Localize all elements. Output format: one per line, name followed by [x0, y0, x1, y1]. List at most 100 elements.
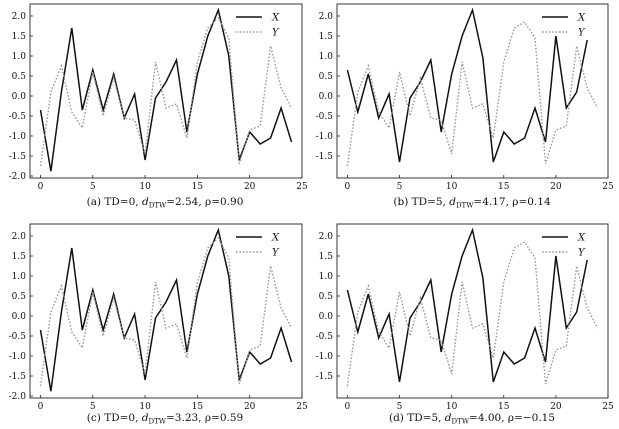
caption-symbol: d: [449, 196, 456, 208]
legend-label-x: X: [271, 233, 280, 244]
series-line-x: [39, 7, 293, 172]
caption-prefix: (d) TD=5,: [389, 412, 445, 424]
y-tick-label: 0.5: [12, 292, 27, 302]
y-tick-label: -2.0: [9, 172, 27, 182]
caption-subscript: DTW: [456, 202, 474, 210]
plot-frame: [336, 223, 609, 399]
y-tick-label: -1.5: [316, 372, 334, 382]
x-tick-label: 0: [38, 182, 44, 192]
y-tick-label: -1.0: [316, 132, 334, 142]
y-tick-label: 1.5: [12, 32, 27, 42]
y-tick-label: -0.5: [316, 332, 334, 342]
panel-caption: (b) TD=5, dDTW=4.17, ρ=0.14: [393, 196, 551, 210]
x-tick-label: 5: [90, 182, 96, 192]
x-tick-label: 25: [602, 182, 614, 192]
y-tick-label: 1.5: [319, 32, 334, 42]
y-tick-label: 1.0: [12, 52, 27, 62]
series-line-y: [346, 21, 599, 167]
y-tick-label: 0.0: [12, 312, 27, 322]
chart-panel-c: 2.0 1.5 1.0 0.5 0.0 -0.5 -1.0 -1.5 -2.0 0 5 10 15 20 2…: [9, 223, 308, 426]
plot-frame: [29, 223, 303, 399]
panel-caption: (d) TD=5, dDTW=4.00, ρ=−0.15: [389, 412, 555, 426]
x-tick-label: 20: [550, 402, 562, 412]
caption-subscript: DTW: [452, 418, 470, 426]
series-line-x: [39, 227, 293, 392]
y-tick-label: -0.5: [9, 332, 27, 342]
x-tick-label: 10: [139, 402, 151, 412]
y-tick-label: -2.0: [9, 392, 27, 402]
y-tick-label: -1.5: [9, 152, 27, 162]
caption-symbol: d: [142, 196, 149, 208]
panel-caption: (a) TD=0, dDTW=2.54, ρ=0.90: [87, 196, 244, 210]
caption-prefix: (c) TD=0,: [87, 412, 142, 424]
x-tick-label: 15: [192, 402, 204, 412]
x-tick-label: 25: [296, 182, 308, 192]
y-tick-label: -1.0: [316, 352, 334, 362]
series-line-y: [346, 241, 599, 387]
x-tick-label: 0: [345, 402, 351, 412]
y-tick-label: -1.0: [9, 352, 27, 362]
x-tick-label: 25: [602, 402, 614, 412]
plot-frame: [336, 3, 609, 179]
y-tick-label: 1.5: [12, 252, 27, 262]
legend-label-x: X: [271, 13, 280, 24]
y-tick-label: -0.5: [316, 112, 334, 122]
caption-suffix: =4.17, ρ=0.14: [473, 196, 551, 208]
series-line-y: [39, 16, 293, 167]
series-line-x: [346, 7, 588, 163]
caption-symbol: d: [142, 412, 149, 424]
x-tick-label: 5: [397, 182, 403, 192]
x-tick-label: 10: [139, 182, 151, 192]
x-tick-label: 10: [446, 402, 458, 412]
caption-subscript: DTW: [149, 418, 167, 426]
y-tick-label: 1.0: [12, 272, 27, 282]
panel-caption: (c) TD=0, dDTW=3.23, ρ=0.59: [87, 412, 243, 426]
y-tick-label: -1.5: [9, 372, 27, 382]
legend-label-y: Y: [272, 248, 280, 259]
plot-frame: [29, 3, 303, 179]
y-tick-label: 2.0: [319, 232, 334, 242]
y-tick-label: 0.0: [319, 312, 334, 322]
series-line-x: [346, 227, 588, 383]
y-tick-label: 0.0: [12, 92, 27, 102]
y-tick-label: -1.5: [316, 152, 334, 162]
x-tick-label: 0: [345, 182, 351, 192]
chart-panel-a: 2.0 1.5 1.0 0.5 0.0 -0.5 -1.0 -1.5 -2.0 0 5 10 15 20 2…: [9, 3, 308, 210]
legend-label-y: Y: [578, 28, 586, 39]
caption-prefix: (b) TD=5,: [393, 196, 449, 208]
legend-label-x: X: [577, 233, 586, 244]
caption-subscript: DTW: [149, 202, 167, 210]
caption-symbol: d: [445, 412, 452, 424]
series-line-y: [39, 236, 293, 387]
caption-suffix: =3.23, ρ=0.59: [166, 412, 243, 424]
caption-suffix: =4.00, ρ=−0.15: [469, 412, 555, 424]
y-tick-label: 0.5: [12, 72, 27, 82]
y-tick-label: 1.0: [319, 52, 334, 62]
y-tick-label: 2.0: [319, 12, 334, 22]
legend-label-y: Y: [578, 248, 586, 259]
chart-panel-d: 2.0 1.5 1.0 0.5 0.0 -0.5 -1.0 -1.5 0 5 10 15 20 25 XY (…: [316, 223, 614, 426]
y-tick-label: 2.0: [12, 232, 27, 242]
x-tick-label: 25: [296, 402, 308, 412]
x-tick-label: 20: [244, 182, 256, 192]
x-tick-label: 15: [498, 182, 510, 192]
x-tick-label: 15: [498, 402, 510, 412]
y-tick-label: -0.5: [9, 112, 27, 122]
caption-prefix: (a) TD=0,: [87, 196, 142, 208]
legend-label-x: X: [577, 13, 586, 24]
x-tick-label: 5: [90, 402, 96, 412]
y-tick-label: 0.5: [319, 292, 334, 302]
y-tick-label: 2.0: [12, 12, 27, 22]
y-tick-label: 1.5: [319, 252, 334, 262]
x-tick-label: 20: [244, 402, 256, 412]
y-tick-label: -1.0: [9, 132, 27, 142]
x-tick-label: 10: [446, 182, 458, 192]
legend-label-y: Y: [272, 28, 280, 39]
y-tick-label: 0.0: [319, 92, 334, 102]
x-tick-label: 0: [38, 402, 44, 412]
y-tick-label: 0.5: [319, 72, 334, 82]
x-tick-label: 20: [550, 182, 562, 192]
caption-suffix: =2.54, ρ=0.90: [166, 196, 243, 208]
chart-panel-b: 2.0 1.5 1.0 0.5 0.0 -0.5 -1.0 -1.5 0 5 10 15 20 25 XY (…: [316, 3, 614, 210]
